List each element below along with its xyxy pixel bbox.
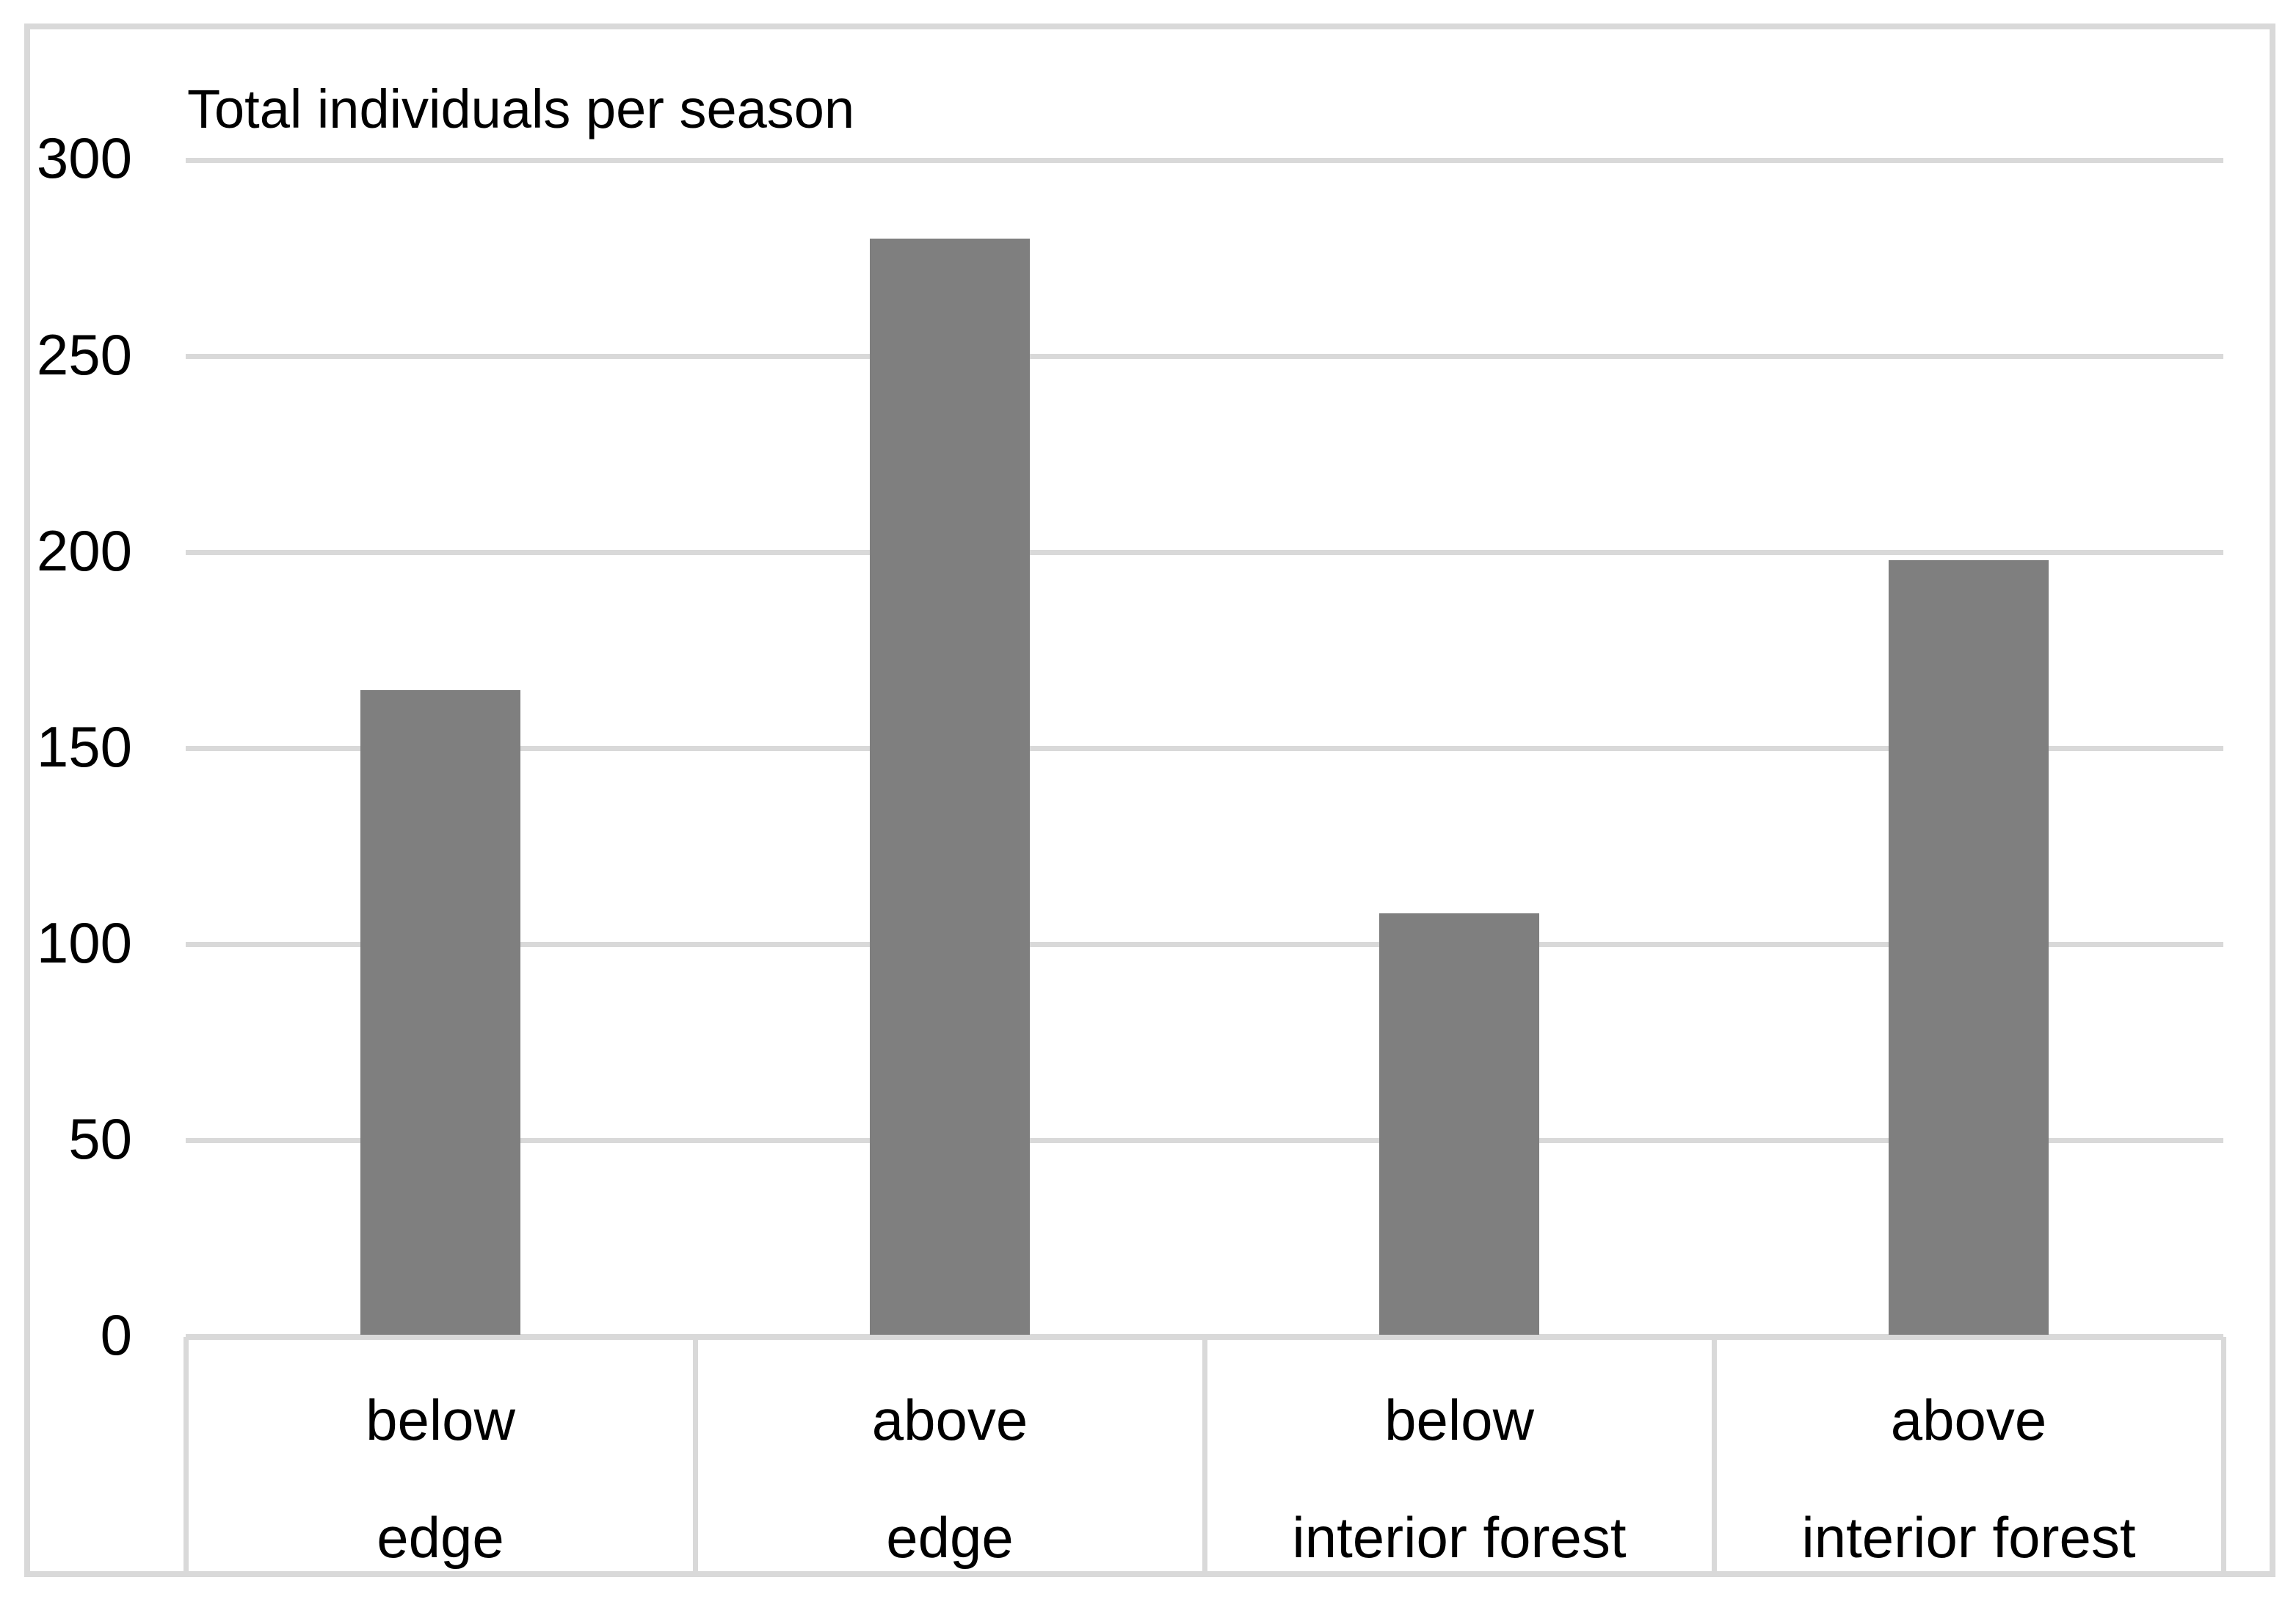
bar-above-interior-forest [1889, 560, 2049, 1335]
gridline-100 [186, 942, 2223, 948]
y-tick-label-250: 250 [36, 322, 132, 387]
y-tick-label-50: 50 [68, 1106, 132, 1171]
gridline-200 [186, 550, 2223, 556]
bar-below-edge [360, 689, 520, 1335]
category-label-line1-2: below [1384, 1388, 1534, 1452]
category-label-line2-0: edge [377, 1505, 504, 1570]
category-label-line1-0: below [366, 1388, 515, 1452]
gridline-300 [186, 157, 2223, 163]
category-label-line1-3: above [1890, 1388, 2047, 1452]
category-label-line2-3: interior forest [1801, 1505, 2136, 1570]
gridline-150 [186, 746, 2223, 752]
category-label-line2-2: interior forest [1292, 1505, 1627, 1570]
category-cell-divider-4 [2220, 1337, 2226, 1571]
category-cell-divider-3 [1711, 1337, 1717, 1571]
bar-below-interior-forest [1379, 913, 1539, 1335]
chart-title: Total individuals per season [187, 79, 855, 139]
category-label-line1-1: above [871, 1388, 1028, 1452]
category-label-line2-1: edge [886, 1505, 1014, 1570]
y-tick-label-300: 300 [36, 126, 132, 191]
category-cell-divider-2 [1202, 1337, 1207, 1571]
category-cell-divider-1 [692, 1337, 698, 1571]
y-tick-label-100: 100 [36, 910, 132, 975]
y-tick-label-0: 0 [100, 1302, 132, 1367]
category-cell-divider-0 [183, 1337, 189, 1571]
y-tick-label-150: 150 [36, 714, 132, 779]
bar-above-edge [870, 239, 1030, 1335]
gridline-250 [186, 354, 2223, 359]
gridline-50 [186, 1138, 2223, 1144]
y-tick-label-200: 200 [36, 518, 132, 583]
